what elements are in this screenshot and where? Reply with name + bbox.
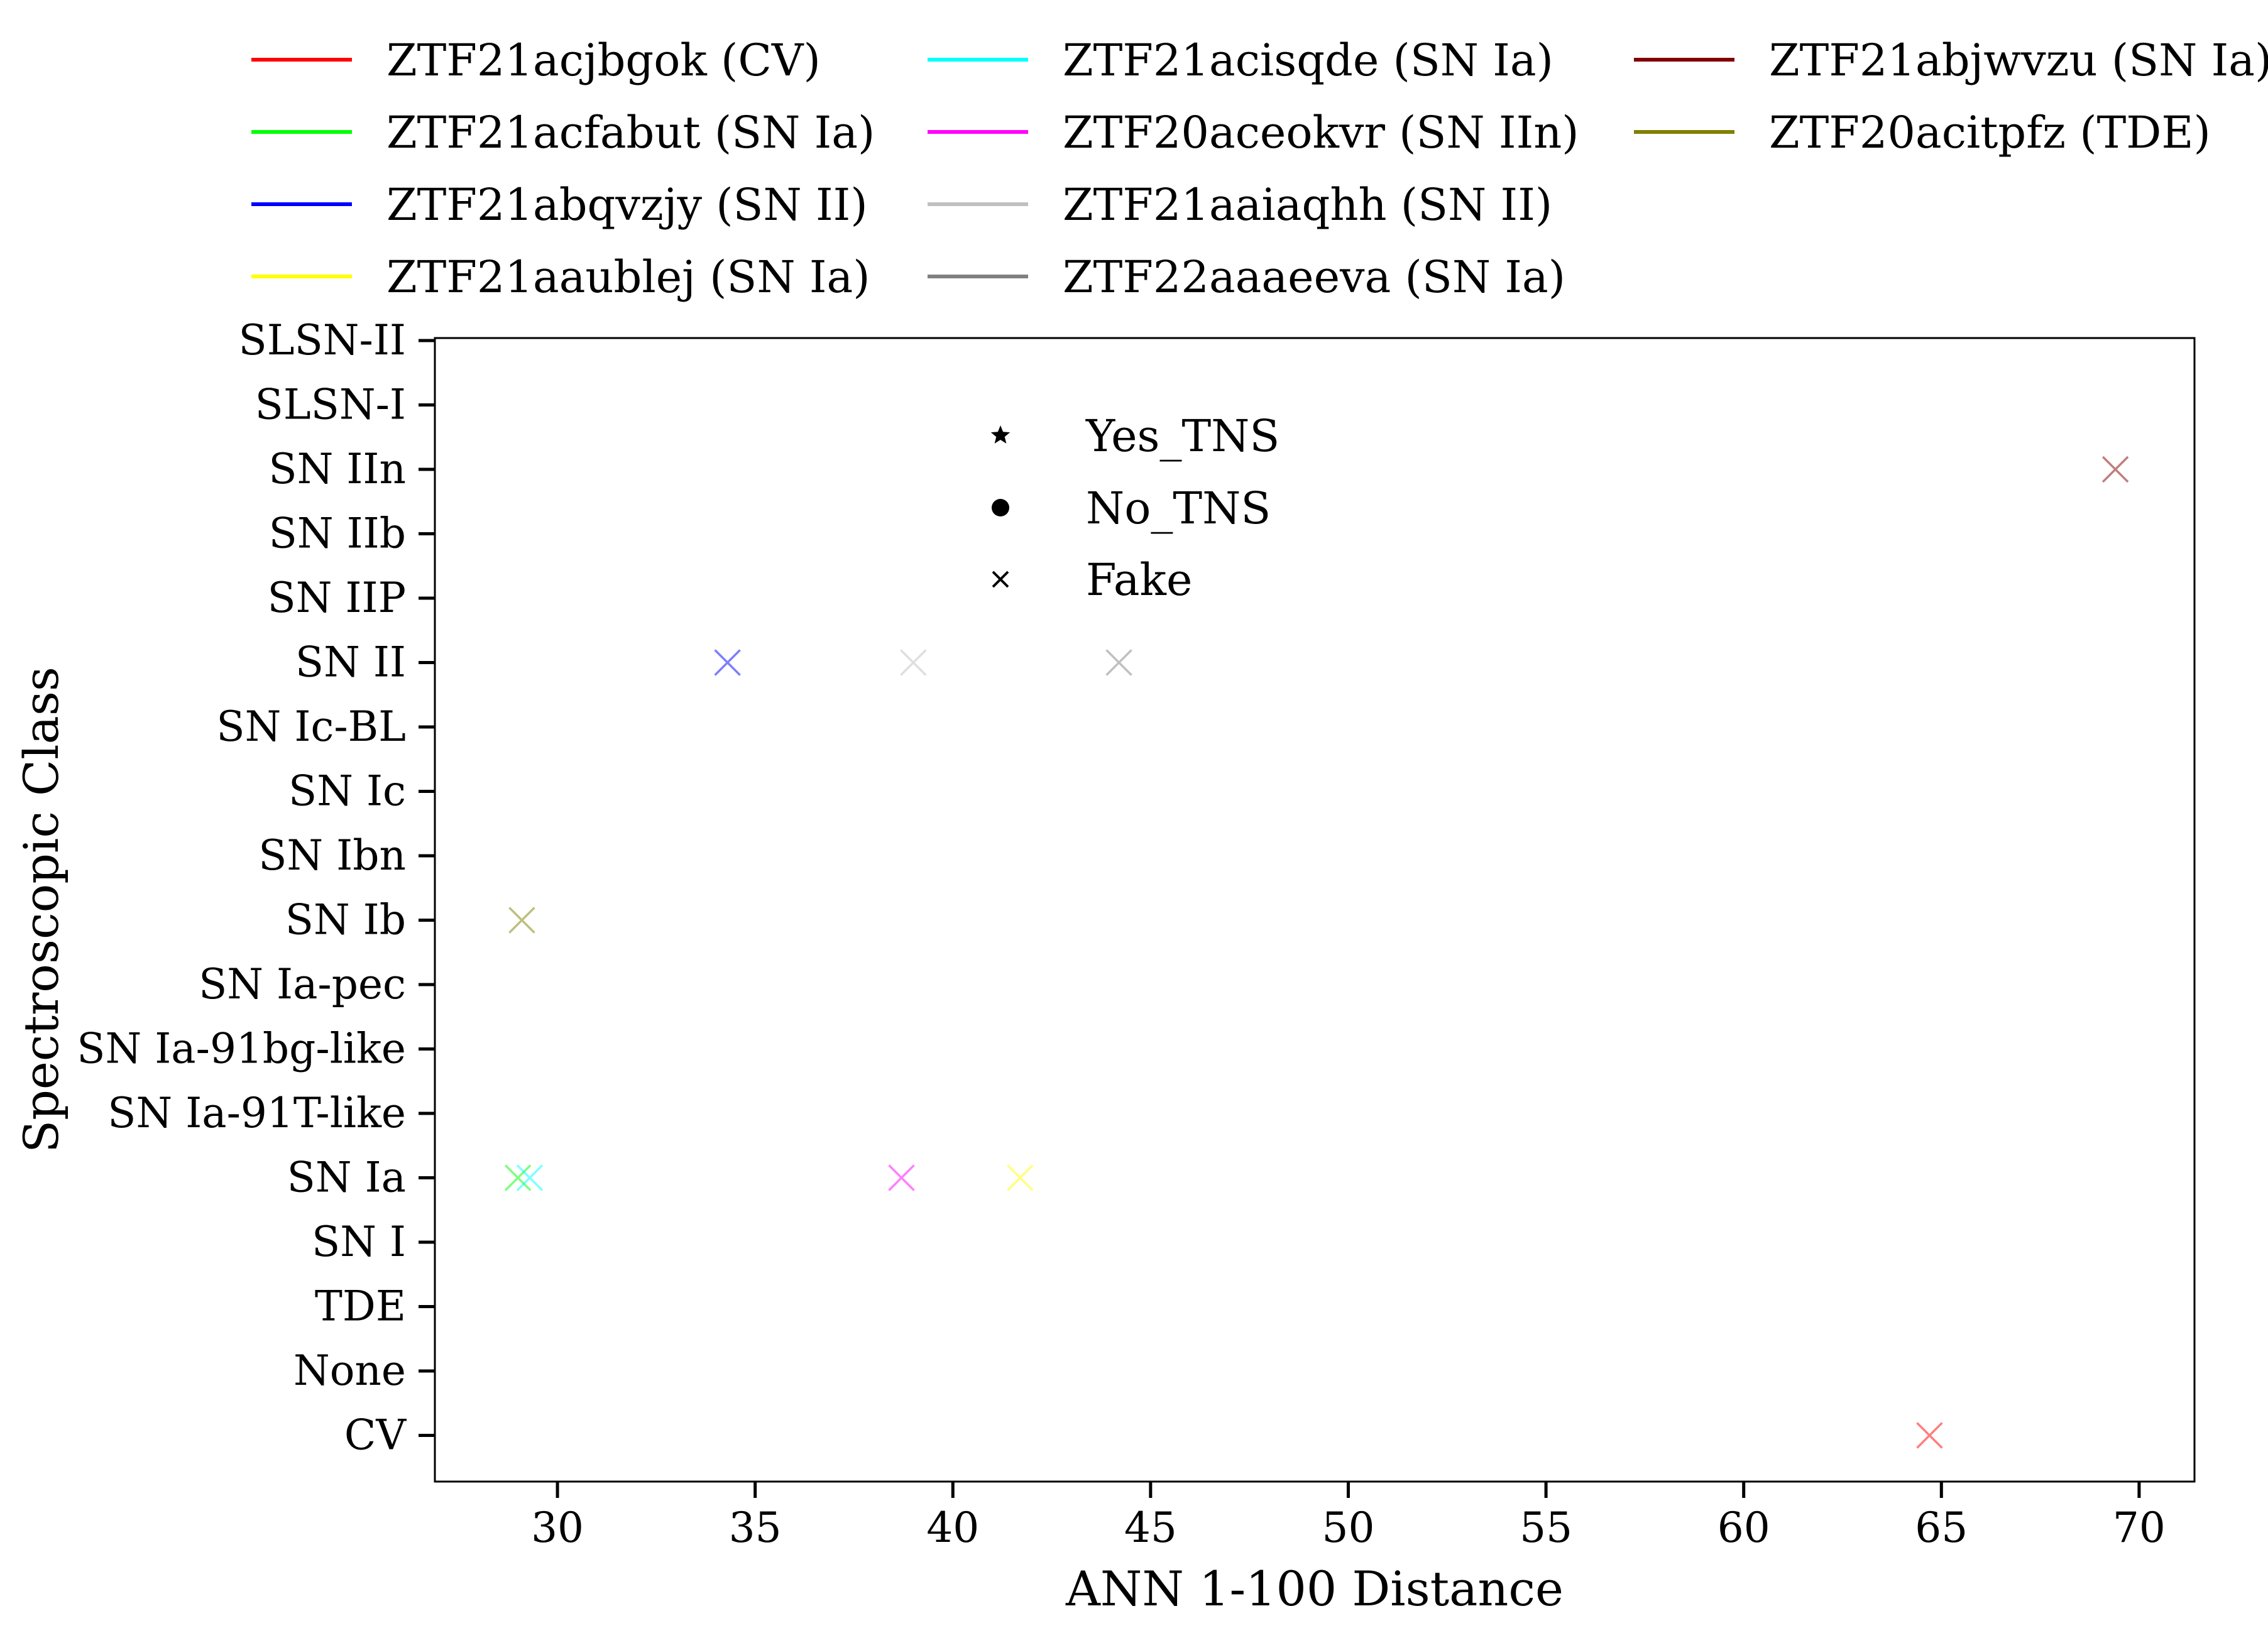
marker-legend-label: Yes_TNS bbox=[1085, 410, 1279, 462]
marker-legend-label: No_TNS bbox=[1086, 483, 1271, 534]
marker-legend-fake: Fake bbox=[992, 554, 1192, 606]
data-points bbox=[504, 456, 2129, 1449]
legend-entry-ztf21acjbgok-cv: ZTF21acjbgok (CV) bbox=[251, 35, 821, 86]
point-ztf21aaiaqhh-sn-ii bbox=[900, 649, 927, 676]
legend-label: ZTF22aaaeeva (SN Ia) bbox=[1063, 251, 1565, 303]
point-ztf20acitpfz-tde bbox=[508, 907, 535, 934]
star-marker-icon bbox=[990, 425, 1011, 444]
legend-label: ZTF21acisqde (SN Ia) bbox=[1063, 35, 1553, 86]
point-ztf21aaublej-sn-ia bbox=[1006, 1164, 1034, 1191]
x-marker-icon bbox=[992, 571, 1009, 588]
y-tick-label-tde: TDE bbox=[315, 1282, 406, 1331]
y-tick-label-sn-iib: SN IIb bbox=[269, 510, 406, 558]
legend-entry-ztf21acisqde-sn-ia: ZTF21acisqde (SN Ia) bbox=[928, 35, 1553, 86]
y-tick-label-sn-iip: SN IIP bbox=[268, 574, 407, 622]
marker-legend-label: Fake bbox=[1086, 554, 1192, 606]
legend-label: ZTF21acfabut (SN Ia) bbox=[386, 107, 875, 158]
y-tick-label-sn-ii: SN II bbox=[295, 638, 406, 687]
y-axis: SLSN-II SLSN-I SN IIn SN IIb SN IIP SN II SN I… bbox=[77, 316, 435, 1460]
marker-legend: Yes_TNS No_TNS Fake bbox=[990, 410, 1279, 606]
marker-legend-no-tns: No_TNS bbox=[992, 483, 1271, 534]
x-tick-label-40: 40 bbox=[926, 1504, 979, 1552]
point-ztf21acisqde-sn-ia bbox=[516, 1164, 544, 1191]
x-tick-label-55: 55 bbox=[1520, 1504, 1572, 1552]
x-tick-label-35: 35 bbox=[729, 1504, 782, 1552]
y-tick-label-sn-ic-bl: SN Ic-BL bbox=[216, 702, 406, 751]
y-tick-label-sn-ia-91bg-like: SN Ia-91bg-like bbox=[77, 1025, 406, 1073]
x-tick-label-70: 70 bbox=[2113, 1504, 2166, 1552]
y-tick-label-sn-ib: SN Ib bbox=[285, 896, 406, 944]
y-tick-label-sn-ibn: SN Ibn bbox=[258, 831, 406, 880]
legend-label: ZTF21acjbgok (CV) bbox=[386, 35, 821, 86]
y-tick-label-cv: CV bbox=[344, 1411, 407, 1460]
y-tick-label-sn-ia-91t-like: SN Ia-91T-like bbox=[107, 1089, 406, 1137]
marker-legend-yes-tns: Yes_TNS bbox=[990, 410, 1279, 462]
series-legend: ZTF21acjbgok (CV) ZTF21acfabut (SN Ia) ZTF… bbox=[251, 35, 2268, 303]
legend-entry-ztf21acfabut-sn-ia: ZTF21acfabut (SN Ia) bbox=[251, 107, 875, 158]
y-tick-label-slsn-i: SLSN-I bbox=[255, 381, 406, 429]
y-tick-label-sn-i: SN I bbox=[312, 1218, 406, 1266]
legend-entry-ztf20aceokvr-sn-iin: ZTF20aceokvr (SN IIn) bbox=[928, 107, 1579, 158]
x-tick-label-60: 60 bbox=[1717, 1504, 1770, 1552]
legend-label: ZTF20acitpfz (TDE) bbox=[1769, 107, 2211, 158]
x-tick-label-30: 30 bbox=[531, 1504, 584, 1552]
legend-entry-ztf21abjwvzu-sn-ia: ZTF21abjwvzu (SN Ia) bbox=[1634, 35, 2268, 86]
legend-entry-ztf21abqvzjy-sn-ii: ZTF21abqvzjy (SN II) bbox=[251, 179, 868, 231]
x-tick-label-65: 65 bbox=[1915, 1504, 1968, 1552]
legend-label: ZTF21aaiaqhh (SN II) bbox=[1063, 179, 1552, 231]
point-ztf21abjwvzu-sn-ia bbox=[2101, 456, 2129, 483]
x-axis-label: ANN 1-100 Distance bbox=[1065, 1561, 1564, 1617]
point-ztf21abqvzjy-sn-ii bbox=[714, 649, 741, 676]
y-tick-label-sn-ic: SN Ic bbox=[288, 767, 406, 816]
legend-entry-ztf22aaaeeva-sn-ia: ZTF22aaaeeva (SN Ia) bbox=[928, 251, 1565, 303]
legend-label: ZTF21abjwvzu (SN Ia) bbox=[1769, 35, 2268, 86]
point-ztf21acjbgok-cv bbox=[1916, 1422, 1943, 1449]
plot-area-frame bbox=[434, 337, 2196, 1483]
x-axis: 30 35 40 45 50 55 60 65 70 bbox=[531, 1482, 2166, 1552]
legend-label: ZTF20aceokvr (SN IIn) bbox=[1063, 107, 1579, 158]
point-ztf22aaaeeva-sn-ia bbox=[1105, 649, 1132, 676]
legend-entry-ztf20acitpfz-tde: ZTF20acitpfz (TDE) bbox=[1634, 107, 2211, 158]
circle-marker-icon bbox=[992, 499, 1009, 516]
legend-label: ZTF21aaublej (SN Ia) bbox=[386, 251, 870, 303]
point-ztf20aceokvr-sn-iin bbox=[888, 1164, 915, 1191]
y-tick-label-sn-ia: SN Ia bbox=[287, 1154, 406, 1202]
x-tick-label-50: 50 bbox=[1322, 1504, 1374, 1552]
y-tick-label-none: None bbox=[293, 1346, 406, 1395]
y-tick-label-sn-iin: SN IIn bbox=[268, 445, 406, 493]
y-tick-label-sn-ia-pec: SN Ia-pec bbox=[199, 960, 406, 1008]
legend-entry-ztf21aaublej-sn-ia: ZTF21aaublej (SN Ia) bbox=[251, 251, 870, 303]
point-ztf21acfabut-sn-ia bbox=[504, 1164, 532, 1191]
y-tick-label-slsn-ii: SLSN-II bbox=[239, 316, 406, 364]
x-tick-label-45: 45 bbox=[1124, 1504, 1177, 1552]
legend-label: ZTF21abqvzjy (SN II) bbox=[386, 179, 868, 231]
y-axis-label: Spectroscopic Class bbox=[13, 667, 69, 1153]
legend-entry-ztf21aaiaqhh-sn-ii: ZTF21aaiaqhh (SN II) bbox=[928, 179, 1552, 231]
